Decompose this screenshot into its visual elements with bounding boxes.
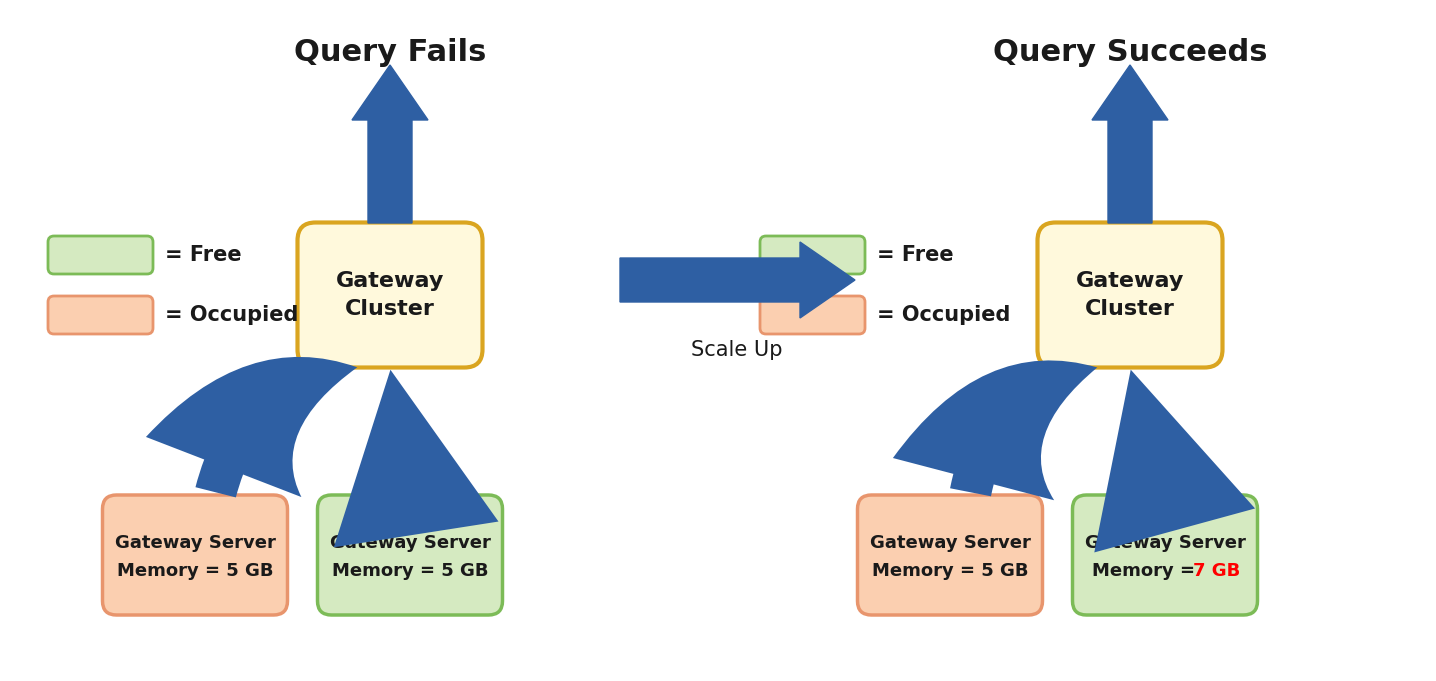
Polygon shape	[620, 242, 854, 318]
Polygon shape	[1091, 65, 1167, 223]
FancyBboxPatch shape	[297, 223, 482, 368]
Text: Scale Up: Scale Up	[691, 340, 783, 360]
Text: Memory = 5 GB: Memory = 5 GB	[872, 562, 1028, 580]
FancyBboxPatch shape	[1073, 495, 1258, 615]
Text: Query Fails: Query Fails	[294, 38, 487, 67]
Text: Gateway
Cluster: Gateway Cluster	[336, 271, 444, 319]
FancyBboxPatch shape	[47, 236, 154, 274]
Text: = Occupied: = Occupied	[877, 305, 1011, 325]
FancyBboxPatch shape	[1037, 223, 1222, 368]
Text: Gateway Server: Gateway Server	[870, 534, 1031, 552]
Text: Gateway Server: Gateway Server	[1084, 534, 1245, 552]
Text: Query Succeeds: Query Succeeds	[992, 38, 1267, 67]
FancyBboxPatch shape	[857, 495, 1043, 615]
Text: = Free: = Free	[877, 245, 954, 265]
FancyBboxPatch shape	[760, 296, 864, 334]
FancyBboxPatch shape	[47, 296, 154, 334]
FancyBboxPatch shape	[102, 495, 287, 615]
Text: Memory = 5 GB: Memory = 5 GB	[116, 562, 273, 580]
Text: Gateway Server: Gateway Server	[330, 534, 491, 552]
Text: Gateway
Cluster: Gateway Cluster	[1076, 271, 1185, 319]
Text: = Free: = Free	[165, 245, 241, 265]
Text: = Occupied: = Occupied	[165, 305, 299, 325]
FancyBboxPatch shape	[760, 236, 864, 274]
Text: Gateway Server: Gateway Server	[115, 534, 276, 552]
Text: Memory = 5 GB: Memory = 5 GB	[332, 562, 488, 580]
Text: 7 GB: 7 GB	[1193, 562, 1241, 580]
FancyBboxPatch shape	[317, 495, 503, 615]
Polygon shape	[352, 65, 428, 223]
Text: Memory =: Memory =	[1093, 562, 1202, 580]
